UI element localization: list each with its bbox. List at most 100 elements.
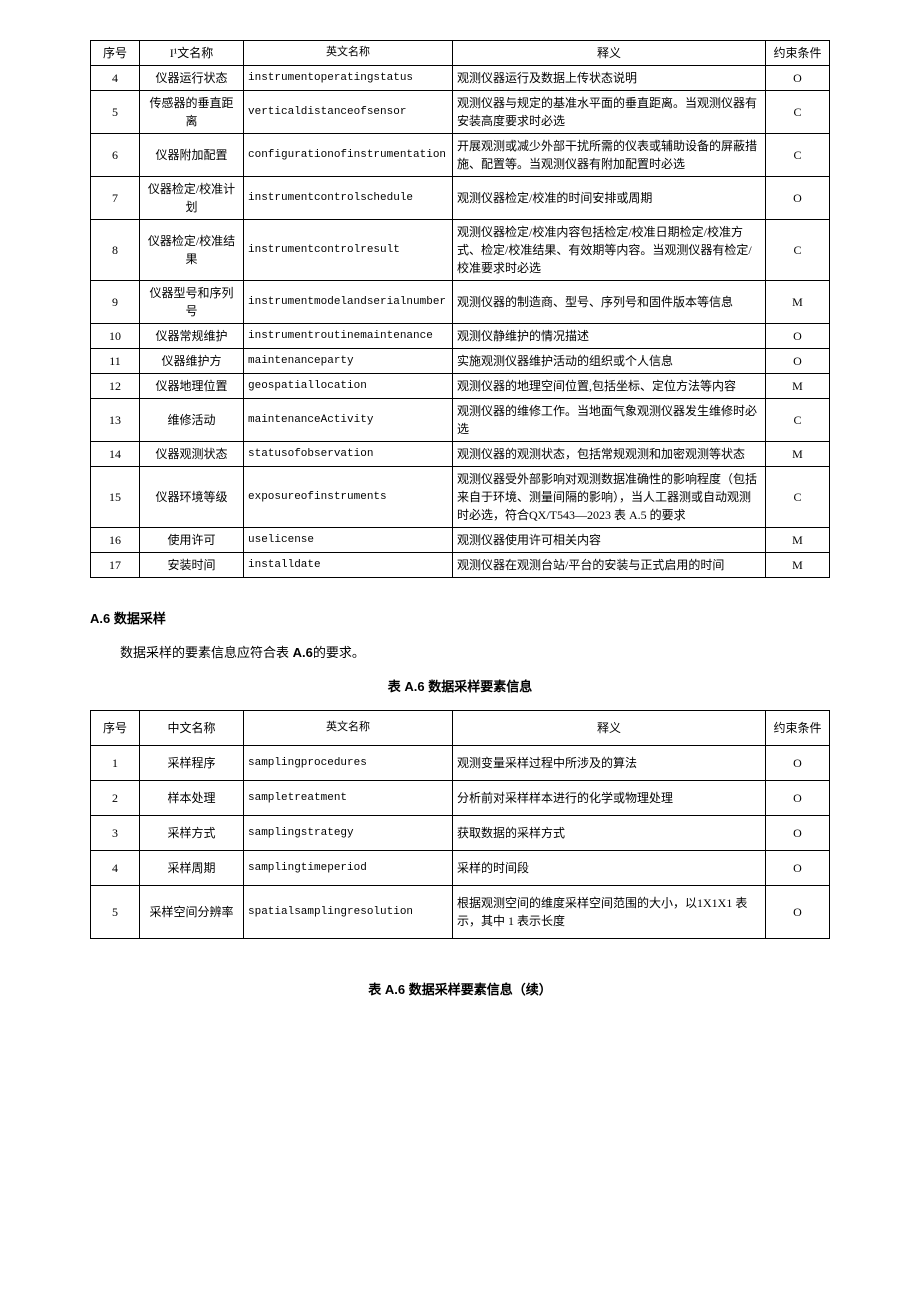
table-row: 4采样周期samplingtimeperiod采样的时间段O [91, 851, 830, 886]
cell-en-name: geospatiallocation [244, 374, 453, 399]
table-row: 5传感器的垂直距离verticaldistanceofsensor观测仪器与规定… [91, 91, 830, 134]
cell-definition: 观测仪器运行及数据上传状态说明 [453, 66, 766, 91]
table-a6-sampling: 序号 中文名称 英文名称 释义 约束条件 1采样程序samplingproced… [90, 710, 830, 939]
cell-constraint: C [766, 220, 830, 281]
cell-definition: 观测仪器使用许可相关内容 [453, 528, 766, 553]
section-heading-a6: A.6 数据采样 [90, 608, 830, 627]
cell-en-name: configurationofinstrumentation [244, 134, 453, 177]
cell-seq: 1 [91, 746, 140, 781]
cell-en-name: maintenanceparty [244, 349, 453, 374]
header-definition: 释义 [453, 41, 766, 66]
cell-constraint: C [766, 399, 830, 442]
cell-definition: 分析前对采样样本进行的化学或物理处理 [453, 781, 766, 816]
cell-definition: 观测仪器受外部影响对观测数据准确性的影响程度（包括来自于环境、测量间隔的影响），… [453, 467, 766, 528]
cell-cn-name: 仪器维护方 [140, 349, 244, 374]
cell-constraint: M [766, 553, 830, 578]
table-row: 12仪器地理位置geospatiallocation观测仪器的地理空间位置,包括… [91, 374, 830, 399]
table-row: 15仪器环境等级exposureofinstruments观测仪器受外部影响对观… [91, 467, 830, 528]
cell-cn-name: 仪器运行状态 [140, 66, 244, 91]
cell-cn-name: 采样程序 [140, 746, 244, 781]
cell-seq: 16 [91, 528, 140, 553]
cell-en-name: instrumentmodelandserialnumber [244, 281, 453, 324]
cell-cn-name: 仪器环境等级 [140, 467, 244, 528]
cell-constraint: O [766, 349, 830, 374]
cell-seq: 6 [91, 134, 140, 177]
table-row: 13维修活动maintenanceActivity观测仪器的维修工作。当地面气象… [91, 399, 830, 442]
cell-en-name: uselicense [244, 528, 453, 553]
cell-en-name: verticaldistanceofsensor [244, 91, 453, 134]
cell-seq: 9 [91, 281, 140, 324]
cell-seq: 4 [91, 66, 140, 91]
cell-en-name: exposureofinstruments [244, 467, 453, 528]
caption-prefix: 表 [388, 679, 401, 694]
cell-definition: 观测仪静维护的情况描述 [453, 324, 766, 349]
cell-seq: 5 [91, 886, 140, 939]
cell-en-name: sampletreatment [244, 781, 453, 816]
cell-en-name: spatialsamplingresolution [244, 886, 453, 939]
heading-text: 数据采样 [114, 611, 166, 626]
table-header-row: 序号 中文名称 英文名称 释义 约束条件 [91, 711, 830, 746]
cell-cn-name: 传感器的垂直距离 [140, 91, 244, 134]
table-caption-a6-cont: 表 A.6 数据采样要素信息（续） [90, 979, 830, 998]
cell-constraint: C [766, 91, 830, 134]
cell-definition: 观测仪器的维修工作。当地面气象观测仪器发生维修时必选 [453, 399, 766, 442]
caption-bold: A.6 [381, 982, 408, 997]
cell-constraint: O [766, 781, 830, 816]
cell-cn-name: 维修活动 [140, 399, 244, 442]
table-row: 6仪器附加配置configurationofinstrumentation开展观… [91, 134, 830, 177]
table-caption-a6: 表 A.6 数据采样要素信息 [90, 676, 830, 695]
cell-seq: 11 [91, 349, 140, 374]
table-row: 4仪器运行状态instrumentoperatingstatus观测仪器运行及数… [91, 66, 830, 91]
cell-seq: 3 [91, 816, 140, 851]
cell-cn-name: 仪器型号和序列号 [140, 281, 244, 324]
cell-definition: 开展观测或减少外部干扰所需的仪表或辅助设备的屏蔽措施、配置等。当观测仪器有附加配… [453, 134, 766, 177]
header-en-name: 英文名称 [244, 711, 453, 746]
table-row: 2样本处理sampletreatment分析前对采样样本进行的化学或物理处理O [91, 781, 830, 816]
cell-constraint: O [766, 324, 830, 349]
cell-en-name: instrumentcontrolresult [244, 220, 453, 281]
cell-cn-name: 样本处理 [140, 781, 244, 816]
table-row: 7仪器检定/校准计划instrumentcontrolschedule观测仪器检… [91, 177, 830, 220]
cell-constraint: M [766, 528, 830, 553]
table-row: 9仪器型号和序列号instrumentmodelandserialnumber观… [91, 281, 830, 324]
cell-definition: 观测仪器在观测台站/平台的安装与正式启用的时间 [453, 553, 766, 578]
body-suffix: 的要求。 [313, 645, 365, 660]
caption-suffix: 数据采样要素信息（续） [409, 982, 552, 997]
cell-seq: 10 [91, 324, 140, 349]
cell-en-name: samplingstrategy [244, 816, 453, 851]
cell-cn-name: 采样空间分辨率 [140, 886, 244, 939]
cell-en-name: statusofobservation [244, 442, 453, 467]
cell-en-name: samplingtimeperiod [244, 851, 453, 886]
caption-prefix: 表 [368, 982, 381, 997]
cell-definition: 观测仪器与规定的基准水平面的垂直距离。当观测仪器有安装高度要求时必选 [453, 91, 766, 134]
header-cn-name: 中文名称 [140, 711, 244, 746]
table-row: 10仪器常规维护instrumentroutinemaintenance观测仪静… [91, 324, 830, 349]
table-row: 1采样程序samplingprocedures观测变量采样过程中所涉及的算法O [91, 746, 830, 781]
cell-en-name: instrumentoperatingstatus [244, 66, 453, 91]
cell-cn-name: 仪器常规维护 [140, 324, 244, 349]
cell-seq: 7 [91, 177, 140, 220]
cell-en-name: samplingprocedures [244, 746, 453, 781]
body-bold: A.6 [289, 645, 313, 660]
header-cn-name: I¹文名称 [140, 41, 244, 66]
cell-definition: 观测仪器检定/校准内容包括检定/校准日期检定/校准方式、检定/校准结果、有效期等… [453, 220, 766, 281]
cell-constraint: M [766, 374, 830, 399]
cell-definition: 观测仪器检定/校准的时间安排或周期 [453, 177, 766, 220]
cell-seq: 14 [91, 442, 140, 467]
cell-cn-name: 使用许可 [140, 528, 244, 553]
cell-constraint: C [766, 134, 830, 177]
cell-seq: 8 [91, 220, 140, 281]
cell-cn-name: 仪器观测状态 [140, 442, 244, 467]
cell-seq: 15 [91, 467, 140, 528]
cell-en-name: maintenanceActivity [244, 399, 453, 442]
cell-definition: 根据观测空间的维度采样空间范围的大小，以1X1X1 表示，其中 1 表示长度 [453, 886, 766, 939]
cell-cn-name: 仪器检定/校准计划 [140, 177, 244, 220]
cell-seq: 13 [91, 399, 140, 442]
table-row: 8仪器检定/校准结果instrumentcontrolresult观测仪器检定/… [91, 220, 830, 281]
cell-definition: 获取数据的采样方式 [453, 816, 766, 851]
cell-seq: 4 [91, 851, 140, 886]
table-row: 14仪器观测状态statusofobservation观测仪器的观测状态，包括常… [91, 442, 830, 467]
cell-constraint: O [766, 886, 830, 939]
table-row: 3采样方式samplingstrategy获取数据的采样方式O [91, 816, 830, 851]
cell-definition: 实施观测仪器维护活动的组织或个人信息 [453, 349, 766, 374]
